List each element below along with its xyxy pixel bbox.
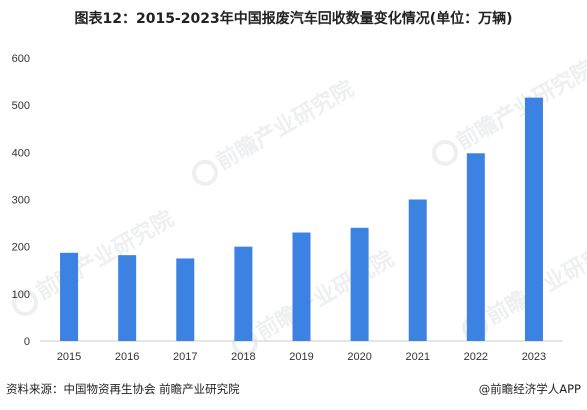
credit-note: @前瞻经济学人APP bbox=[478, 382, 581, 396]
x-tick-label: 2021 bbox=[405, 351, 429, 363]
x-tick-label: 2016 bbox=[115, 351, 139, 363]
y-tick-label: 200 bbox=[12, 242, 30, 254]
bar-2019 bbox=[292, 232, 311, 341]
source-note: 资料来源：中国物资再生协会 前瞻产业研究院 bbox=[6, 382, 240, 396]
y-tick-label: 0 bbox=[24, 336, 30, 348]
x-axis-ticks: 2015 2016 2017 2018 2019 2020 2021 2022 2023 bbox=[57, 351, 546, 363]
y-tick-label: 400 bbox=[12, 147, 30, 159]
bar-2018 bbox=[234, 246, 253, 341]
bar-2020 bbox=[350, 227, 369, 341]
y-tick-label: 100 bbox=[12, 289, 30, 301]
chart-title: 图表12：2015-2023年中国报废汽车回收数量变化情况(单位：万辆) bbox=[74, 11, 513, 27]
x-tick-label: 2022 bbox=[464, 351, 488, 363]
y-tick-label: 300 bbox=[12, 195, 30, 207]
x-tick-label: 2017 bbox=[173, 351, 197, 363]
bar-2017 bbox=[176, 258, 195, 341]
y-tick-label: 500 bbox=[12, 100, 30, 112]
x-tick-label: 2020 bbox=[347, 351, 371, 363]
bar-2016 bbox=[118, 255, 137, 341]
x-tick-label: 2019 bbox=[289, 351, 313, 363]
bar-2023 bbox=[524, 97, 543, 342]
x-tick-label: 2023 bbox=[522, 351, 546, 363]
bars bbox=[60, 97, 543, 342]
bar-2015 bbox=[60, 252, 79, 341]
bar-2021 bbox=[408, 199, 427, 341]
y-axis-ticks: 0 100 200 300 400 500 600 bbox=[12, 53, 30, 348]
bar-2022 bbox=[466, 153, 485, 341]
y-tick-label: 600 bbox=[12, 53, 30, 65]
x-tick-label: 2015 bbox=[57, 351, 81, 363]
x-tick-label: 2018 bbox=[231, 351, 255, 363]
